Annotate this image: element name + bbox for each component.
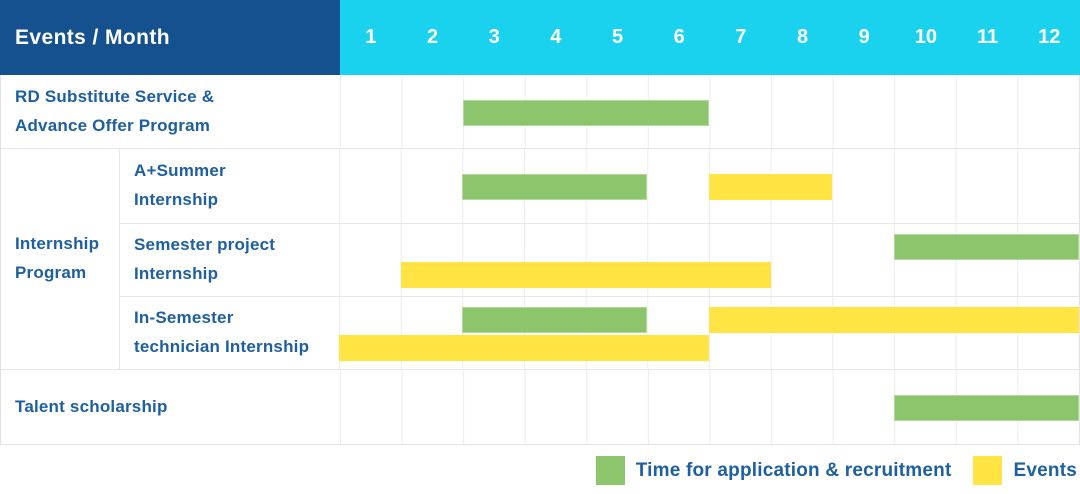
gantt-bar-event [339, 335, 709, 361]
group-rows: A+Summer Internship Semester project Int… [120, 149, 1079, 369]
month-header-cell: 1 [365, 26, 377, 48]
legend-label-application: Time for application & recruitment [635, 459, 952, 481]
gantt-bar-application [894, 234, 1079, 260]
row-label-text: In-Semester technician Internship [134, 308, 310, 356]
table-title: Events / Month [15, 25, 170, 49]
table-row: A+Summer Internship [120, 149, 1079, 223]
gantt-track [339, 297, 1079, 369]
gantt-bar-application [894, 395, 1079, 421]
gantt-track [339, 149, 1079, 223]
gantt-bar-event [709, 307, 1079, 333]
row-label-a-summer-internship: A+Summer Internship [120, 149, 339, 223]
gantt-track [340, 75, 1079, 148]
gantt-bar-application [463, 100, 710, 126]
group-label-text: Internship Program [15, 234, 100, 282]
events-month-header-cell: Events / Month [0, 0, 340, 75]
month-header-cell: 5 [611, 26, 624, 48]
row-label-rd-substitute: RD Substitute Service & Advance Offer Pr… [1, 75, 340, 148]
table-row: RD Substitute Service & Advance Offer Pr… [1, 75, 1079, 148]
row-label-in-semester-technician-internship: In-Semester technician Internship [120, 297, 339, 369]
month-header-cell: 2 [426, 26, 439, 48]
month-header-cell: 4 [550, 26, 562, 48]
row-label-talent-scholarship: Talent scholarship [1, 370, 340, 444]
legend-item-application: Time for application & recruitment [595, 456, 952, 485]
legend-item-events: Events [973, 456, 1077, 485]
row-label-text: Semester project Internship [134, 235, 276, 283]
gantt-bar-event [709, 174, 833, 200]
legend-label-events: Events [1013, 459, 1077, 481]
table-header-row: Events / Month 1 2 3 4 5 6 7 8 9 10 11 12 [0, 0, 1080, 75]
table-row: Semester project Internship [120, 223, 1079, 296]
gantt-bar-application [462, 307, 648, 333]
table-row: Talent scholarship [1, 369, 1079, 444]
gantt-track [340, 370, 1079, 444]
gantt-track [339, 224, 1079, 296]
month-header-cell: 9 [858, 26, 870, 48]
legend-swatch-yellow [973, 456, 1003, 485]
gantt-bar-event [400, 262, 771, 288]
month-header-cell: 7 [735, 26, 747, 48]
month-header-cell: 10 [914, 26, 937, 48]
month-header-cell: 11 [976, 26, 999, 48]
group-label-internship-program: Internship Program [1, 149, 120, 369]
internship-program-group: Internship Program A+Summer Internship S… [1, 148, 1079, 369]
table-row: In-Semester technician Internship [120, 296, 1079, 369]
row-label-semester-project-internship: Semester project Internship [120, 224, 339, 296]
month-header-cell: 12 [1038, 26, 1061, 48]
month-header-cell: 8 [796, 26, 809, 48]
month-header-cell: 6 [673, 26, 685, 48]
row-label-text: RD Substitute Service & Advance Offer Pr… [15, 86, 215, 135]
row-label-text: Talent scholarship [15, 396, 168, 416]
month-header-cell: 3 [488, 26, 500, 48]
months-header: 1 2 3 4 5 6 7 8 9 10 11 12 [340, 0, 1080, 75]
legend-swatch-green [595, 456, 625, 485]
row-label-text: A+Summer Internship [134, 161, 226, 209]
gantt-table-body: RD Substitute Service & Advance Offer Pr… [0, 75, 1080, 445]
gantt-bar-application [462, 174, 648, 200]
legend: Time for application & recruitment Event… [0, 445, 1080, 494]
